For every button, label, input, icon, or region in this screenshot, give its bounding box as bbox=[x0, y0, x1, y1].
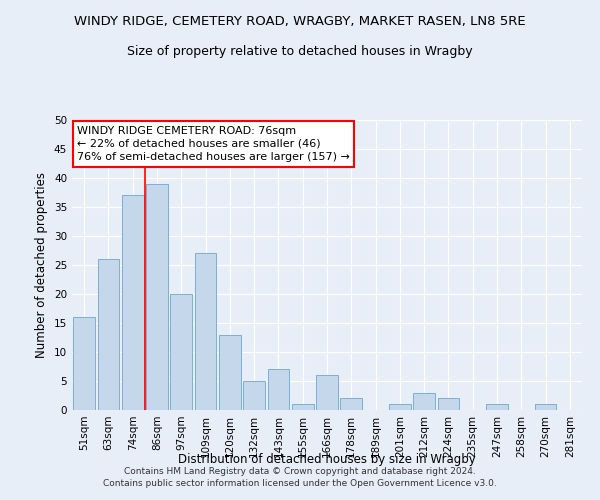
Bar bbox=[437, 398, 460, 410]
Bar bbox=[146, 184, 168, 410]
Text: Contains HM Land Registry data © Crown copyright and database right 2024.
Contai: Contains HM Land Registry data © Crown c… bbox=[103, 466, 497, 487]
Text: WINDY RIDGE CEMETERY ROAD: 76sqm
← 22% of detached houses are smaller (46)
76% o: WINDY RIDGE CEMETERY ROAD: 76sqm ← 22% o… bbox=[77, 126, 350, 162]
Bar bbox=[73, 317, 95, 410]
Y-axis label: Number of detached properties: Number of detached properties bbox=[35, 172, 49, 358]
Text: Distribution of detached houses by size in Wragby: Distribution of detached houses by size … bbox=[178, 454, 476, 466]
Bar bbox=[486, 404, 508, 410]
Bar bbox=[413, 392, 435, 410]
Bar bbox=[219, 334, 241, 410]
Bar bbox=[316, 375, 338, 410]
Bar bbox=[268, 370, 289, 410]
Bar bbox=[122, 196, 143, 410]
Bar bbox=[243, 381, 265, 410]
Text: Size of property relative to detached houses in Wragby: Size of property relative to detached ho… bbox=[127, 45, 473, 58]
Text: WINDY RIDGE, CEMETERY ROAD, WRAGBY, MARKET RASEN, LN8 5RE: WINDY RIDGE, CEMETERY ROAD, WRAGBY, MARK… bbox=[74, 15, 526, 28]
Bar bbox=[292, 404, 314, 410]
Bar bbox=[535, 404, 556, 410]
Bar bbox=[170, 294, 192, 410]
Bar bbox=[97, 259, 119, 410]
Bar bbox=[340, 398, 362, 410]
Bar bbox=[194, 254, 217, 410]
Bar bbox=[389, 404, 411, 410]
